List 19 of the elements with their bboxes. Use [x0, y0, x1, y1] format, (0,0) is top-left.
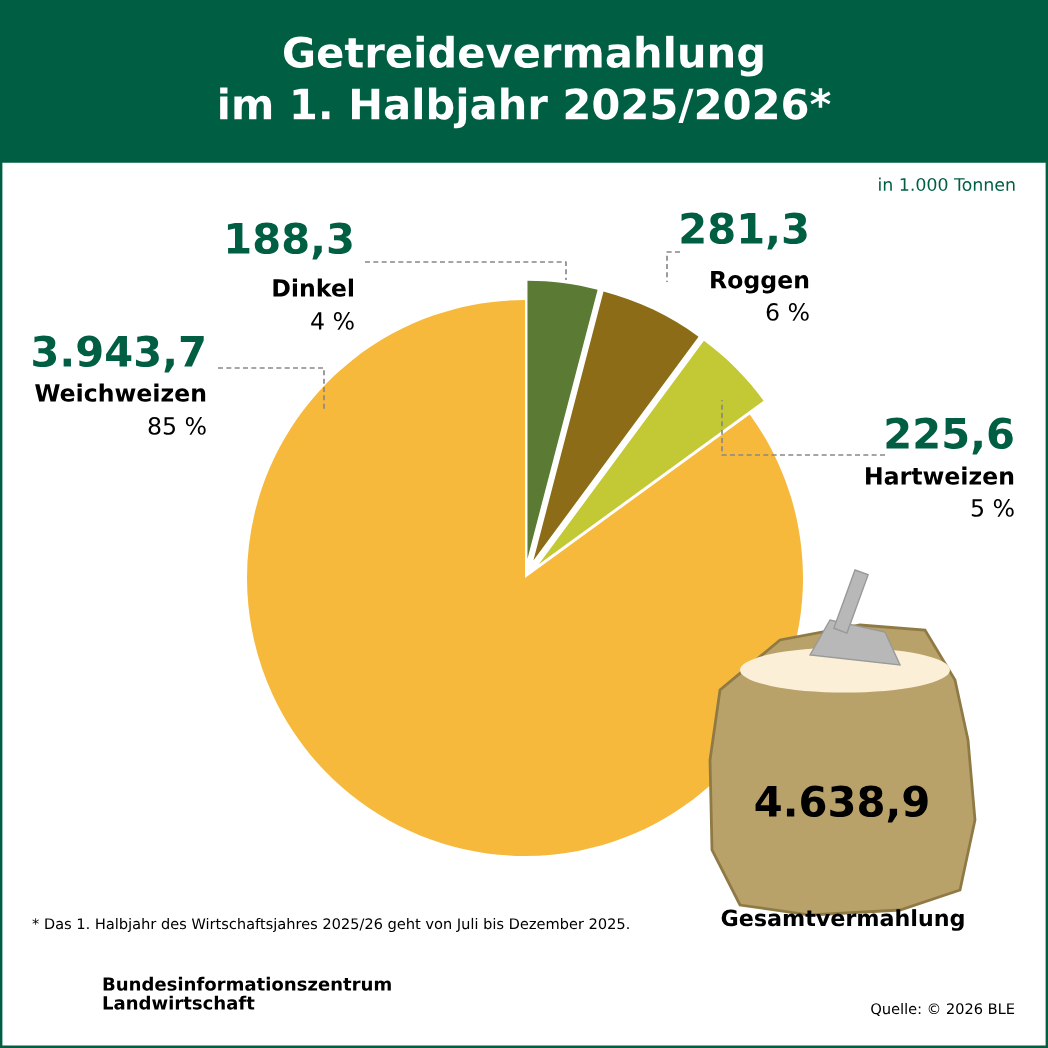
chart-subtitle: in 1.000 Tonnen	[879, 177, 1015, 192]
data-label: 3.943,7	[33, 335, 204, 373]
slice-label: Dinkel	[273, 278, 354, 297]
text: Bundesinformationszentrum Landwirtschaft	[103, 976, 391, 1010]
text: Gesamtvermahlung	[721, 909, 964, 931]
text: 4 %	[311, 311, 354, 330]
chart-title: Getreidevermahlung im 1. Halbjahr 2025/2026*	[220, 35, 831, 129]
slice-label: Hartweizen	[866, 466, 1014, 485]
slice-label: Roggen	[711, 271, 809, 294]
text: 4.638,9	[755, 785, 928, 823]
text: 85 %	[148, 416, 206, 435]
data-label: 188,3	[227, 222, 352, 260]
data-label: 225,6	[886, 417, 1013, 455]
slice-label: Weichweizen	[35, 383, 206, 402]
text: 5 %	[971, 498, 1014, 517]
source-note: Quelle: © 2026 BLE	[871, 1002, 1015, 1016]
text: * Das 1. Halbjahr des Wirtschaftsjahres 2025/26 geht von Juli bis Dezember 2025.	[32, 917, 629, 933]
data-label: 281,3	[681, 212, 807, 250]
text: 6 %	[766, 302, 809, 321]
